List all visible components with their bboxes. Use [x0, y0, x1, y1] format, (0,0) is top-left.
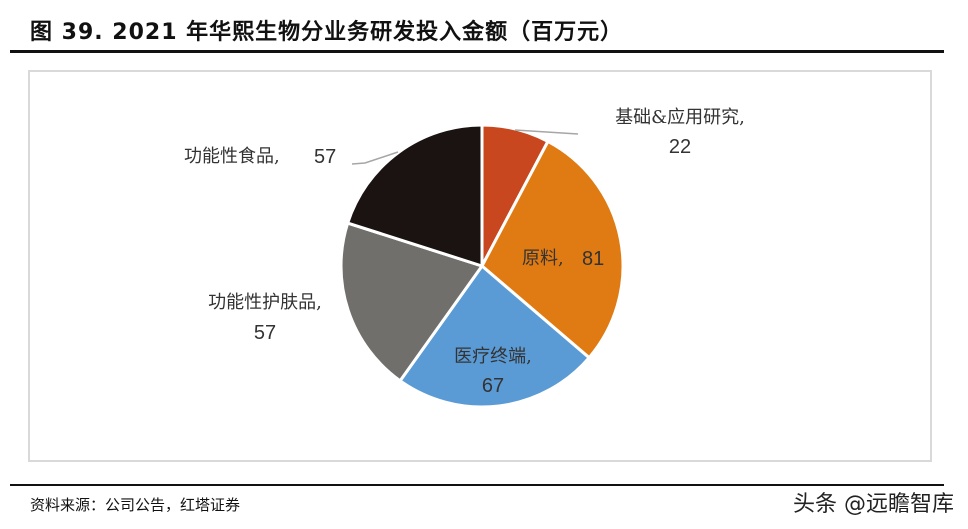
label-medical-terminal-value: 67 — [482, 375, 504, 397]
chart-title: 图 39. 2021 年华熙生物分业务研发投入金额（百万元） — [30, 20, 624, 45]
label-basic-research-name: 基础&应用研究, — [615, 107, 745, 128]
title-divider — [10, 50, 944, 53]
leader-line-functional-food — [351, 151, 399, 165]
slice-skincare — [339, 221, 484, 383]
source-note: 资料来源：公司公告，红塔证券 — [30, 496, 241, 514]
leader-line-basic-research — [514, 129, 579, 135]
label-medical-terminal-name: 医疗终端, — [454, 346, 532, 367]
slice-raw-material — [480, 139, 625, 360]
label-skincare-name: 功能性护肤品, — [208, 292, 322, 313]
label-raw-material-name: 原料, — [522, 248, 564, 269]
label-basic-research-value: 22 — [669, 136, 691, 158]
slice-functional-food — [346, 123, 484, 268]
label-functional-food-name: 功能性食品, — [184, 146, 280, 167]
pie-slices — [339, 123, 625, 409]
footer-divider — [10, 484, 944, 486]
watermark: 头条 @远瞻智库 — [793, 492, 954, 517]
label-functional-food-value: 57 — [314, 146, 336, 168]
slice-medical-terminal — [398, 264, 591, 409]
label-skincare-value: 57 — [254, 322, 276, 344]
chart-frame — [28, 70, 932, 462]
label-raw-material-value: 81 — [582, 248, 604, 270]
